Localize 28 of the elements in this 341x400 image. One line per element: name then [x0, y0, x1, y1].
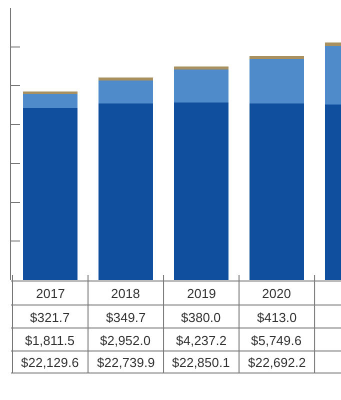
data-label: $413.0	[257, 310, 297, 325]
bar	[174, 69, 228, 102]
bar	[98, 103, 153, 280]
bar	[23, 91, 78, 94]
bar	[174, 66, 228, 70]
data-label: $349.7	[106, 310, 146, 325]
bar	[98, 80, 153, 104]
bar	[23, 94, 78, 108]
bar	[250, 56, 304, 59]
data-label: $22,739.9	[97, 355, 155, 370]
data-label: $4,237.2	[176, 333, 227, 348]
bar	[250, 104, 304, 280]
bar	[250, 58, 304, 104]
data-label: $321.7	[30, 310, 70, 325]
x-tick-label: 2017	[36, 286, 65, 301]
data-label: $22,692.2	[248, 355, 306, 370]
bar	[174, 102, 228, 280]
bar	[23, 108, 78, 280]
data-label: $1,811.5	[25, 333, 75, 348]
data-label: $2,952.0	[100, 333, 151, 348]
data-label: $5,749.6	[251, 333, 302, 348]
data-label: $22,129.6	[21, 355, 79, 370]
x-tick-label: 2018	[111, 286, 140, 301]
data-label: $22,850.1	[172, 355, 230, 370]
bar	[98, 78, 153, 80]
x-tick-label: 2020	[262, 286, 291, 301]
data-label: $380.0	[181, 310, 221, 325]
x-tick-label: 2019	[187, 286, 216, 301]
